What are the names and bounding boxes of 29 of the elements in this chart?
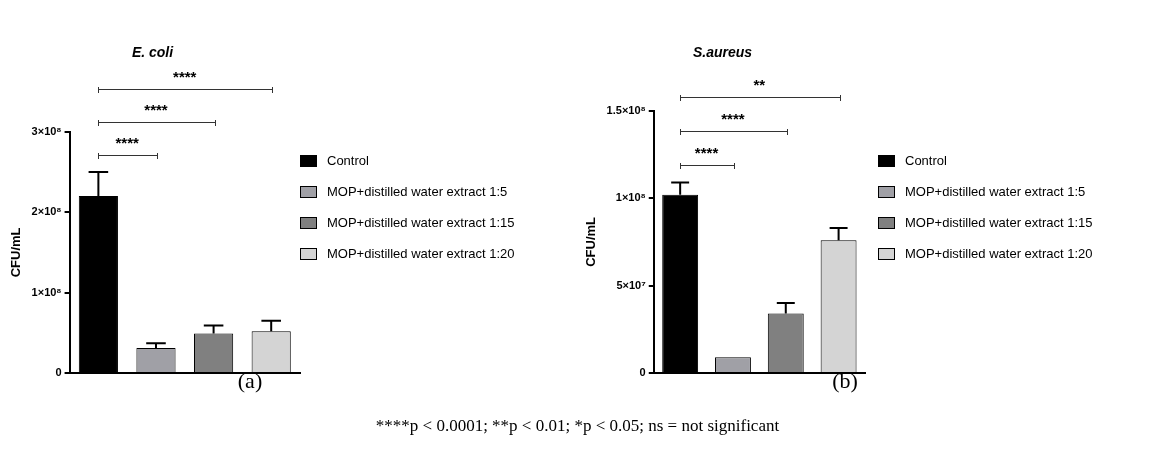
annotation: ****: [115, 134, 139, 151]
y-tick-label: 1.5×10⁸: [606, 103, 646, 116]
chart-title: E. coli: [131, 44, 175, 61]
y-axis-title: CFU/mL: [8, 227, 24, 278]
y-tick-label: 2×10⁸: [31, 205, 62, 218]
annotation: ****: [721, 110, 745, 128]
annotation: ****: [694, 144, 719, 162]
y-tick-label: 1×10⁸: [615, 191, 646, 204]
text: ****p < 0.0001; **p < 0.01; *p < 0.05; ns = not significant: [374, 416, 781, 436]
text: **: [753, 76, 766, 94]
legend-label: MOP+distilled water extract 1:15: [905, 215, 1093, 230]
legend-label: MOP+distilled water extract 1:5: [905, 184, 1086, 199]
y-tick-label: 0: [55, 366, 62, 379]
annotation: (b): [832, 368, 858, 394]
y-tick-label: 1×10⁸: [31, 285, 62, 298]
y-tick-label: 0: [639, 366, 646, 379]
legend-label: Control: [327, 153, 369, 168]
y-axis-title: CFU/mL: [583, 216, 599, 267]
text: ****: [173, 68, 197, 85]
legend-label: MOP+distilled water extract 1:20: [327, 246, 515, 261]
legend-label: Control: [905, 153, 947, 168]
y-tick-label: 5×10⁷: [616, 278, 647, 291]
y-tick-label: 3×10⁸: [31, 124, 62, 137]
chart-title: S.aureus: [692, 44, 753, 61]
annotation: (a): [237, 368, 263, 394]
legend-label: MOP+distilled water extract 1:15: [327, 215, 515, 230]
legend-label: MOP+distilled water extract 1:5: [327, 184, 508, 199]
legend-label: MOP+distilled water extract 1:20: [905, 246, 1093, 261]
text: ****: [144, 101, 168, 118]
